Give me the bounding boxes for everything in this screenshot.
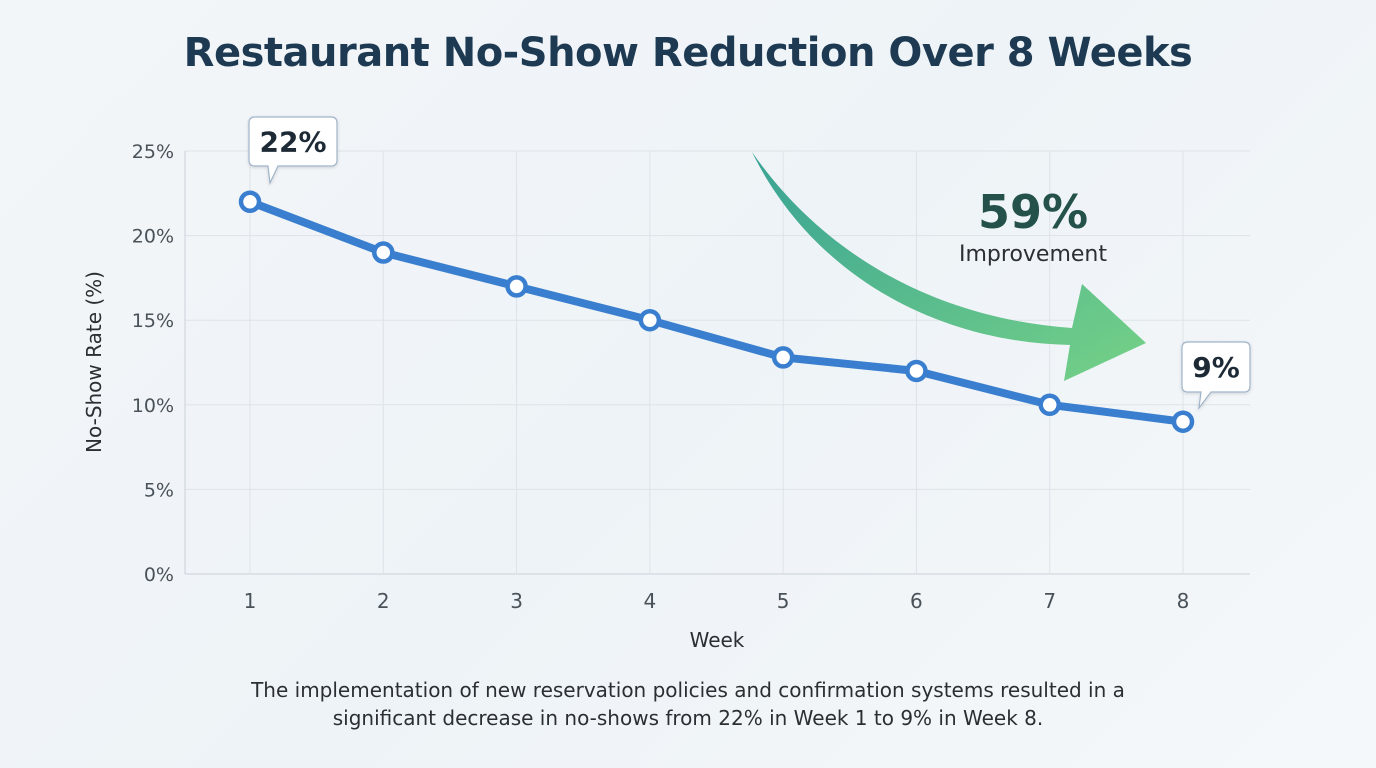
data-point <box>238 190 262 214</box>
improvement-arrow <box>752 152 1146 381</box>
data-point <box>1171 410 1195 433</box>
start-callout: 22% <box>248 116 338 186</box>
caption-line-1: The implementation of new reservation po… <box>251 678 1125 702</box>
series-line <box>246 197 1187 426</box>
end-callout-text: 9% <box>1192 351 1240 384</box>
y-axis-label: No-Show Rate (%) <box>82 271 106 453</box>
data-point <box>771 346 795 369</box>
data-point <box>505 275 528 298</box>
caption-line-2: significant decrease in no-shows from 22… <box>332 706 1044 730</box>
x-tick-label: 6 <box>910 589 923 613</box>
chart-caption: The implementation of new reservation po… <box>138 676 1238 732</box>
improvement-label: Improvement <box>959 242 1107 267</box>
end-callout-box <box>1181 341 1251 411</box>
data-point <box>372 241 395 264</box>
y-tick-label: 15% <box>132 310 174 332</box>
improvement-arrow-group: 59% Improvement <box>752 152 1146 381</box>
x-tick-label: 2 <box>377 589 390 613</box>
x-tick-label: 8 <box>1177 589 1190 613</box>
x-tick-label: 5 <box>777 589 790 613</box>
callouts: 22% 9% <box>248 116 1251 411</box>
axes: 0% 5% 10% 15% 20% 25% 1 2 3 4 5 6 7 8 Week No-Show Rate… <box>82 141 1189 652</box>
data-point <box>1038 393 1061 417</box>
data-point <box>638 308 662 332</box>
x-tick-label: 4 <box>643 589 656 613</box>
x-tick-label: 7 <box>1043 589 1056 613</box>
y-tick-label: 5% <box>144 479 174 501</box>
y-tick-label: 25% <box>132 141 174 163</box>
x-tick-label: 3 <box>510 589 523 613</box>
y-tick-label: 10% <box>132 395 174 417</box>
series-group <box>238 190 1195 433</box>
improvement-value: 59% <box>978 185 1088 239</box>
start-callout-text: 22% <box>259 126 326 159</box>
y-tick-label: 20% <box>132 226 174 248</box>
data-point <box>905 359 928 383</box>
end-callout: 9% <box>1181 341 1251 411</box>
y-tick-label: 0% <box>144 564 174 586</box>
x-axis-label: Week <box>690 628 745 652</box>
chart-title: Restaurant No-Show Reduction Over 8 Week… <box>183 30 1193 76</box>
start-callout-box <box>248 116 338 186</box>
x-tick-label: 1 <box>244 589 257 613</box>
